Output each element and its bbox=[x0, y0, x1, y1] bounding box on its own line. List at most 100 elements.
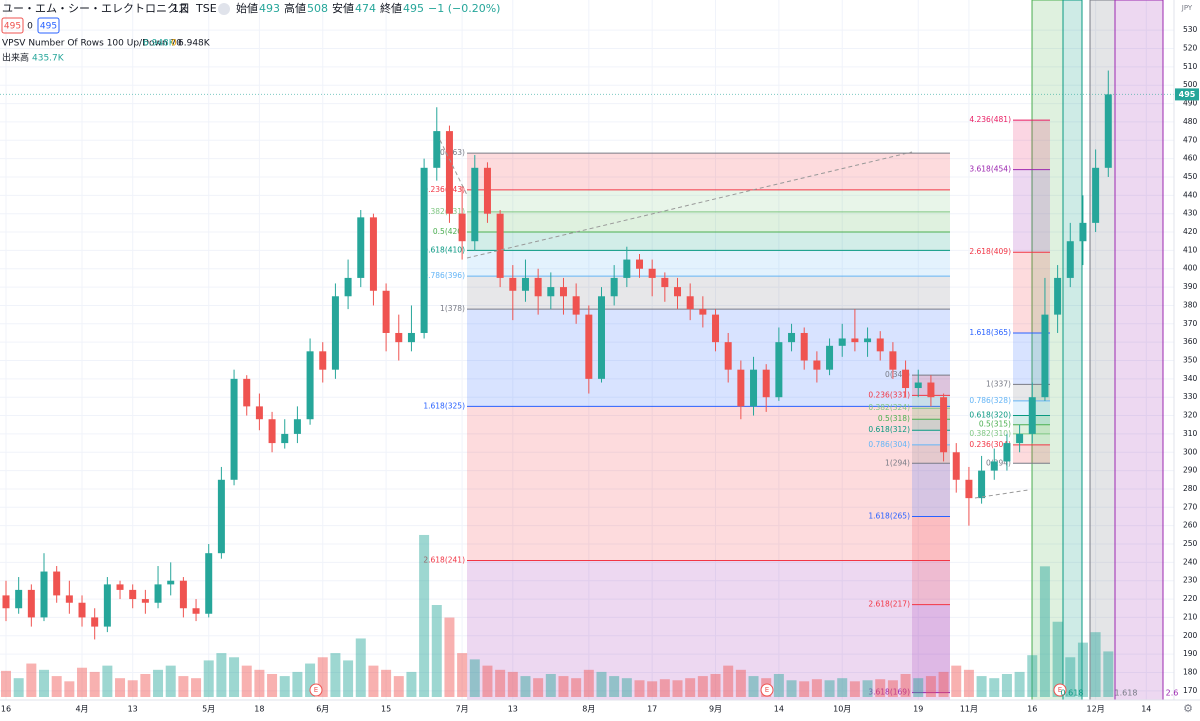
volume-bar bbox=[1014, 671, 1025, 697]
volume-bar bbox=[647, 681, 658, 697]
volume-bar bbox=[203, 660, 214, 697]
ohlc-label: 始値 bbox=[236, 1, 258, 15]
fib-label: 0.5(318) bbox=[878, 414, 910, 423]
candle-body bbox=[712, 314, 720, 343]
candle-body bbox=[65, 595, 73, 603]
candle-body bbox=[534, 277, 542, 297]
volume-bar bbox=[355, 638, 366, 697]
candle-body bbox=[179, 580, 187, 609]
fib-label: 2.618(241) bbox=[423, 556, 465, 565]
volume-bar bbox=[786, 680, 797, 697]
candle-body bbox=[1054, 277, 1062, 315]
candle-body bbox=[141, 599, 149, 603]
candle-body bbox=[167, 580, 175, 585]
x-tick-label: 4月 bbox=[75, 705, 88, 714]
volume-bar bbox=[13, 678, 24, 697]
y-tick-label: 300 bbox=[1183, 447, 1198, 456]
volume-bar bbox=[710, 674, 721, 697]
candle-body bbox=[445, 131, 453, 214]
candle-body bbox=[1016, 433, 1024, 444]
status-icon[interactable] bbox=[218, 3, 230, 15]
fib-band bbox=[467, 309, 950, 407]
settings-icon[interactable]: ⚙ bbox=[1183, 702, 1193, 715]
fib-band bbox=[1013, 120, 1050, 170]
last-price-tag bbox=[1175, 88, 1199, 101]
candle-body bbox=[40, 571, 48, 618]
y-tick-label: 510 bbox=[1183, 62, 1198, 71]
candle-body bbox=[471, 167, 479, 242]
volume-bar bbox=[406, 671, 417, 697]
last-price-label: 495 bbox=[1179, 90, 1196, 99]
y-tick-label: 290 bbox=[1183, 466, 1198, 475]
ohlc-value: 495 bbox=[403, 2, 424, 15]
ohlc-value: 508 bbox=[307, 2, 328, 15]
volume-bar bbox=[951, 665, 962, 697]
candle-body bbox=[952, 452, 960, 480]
volume-bar bbox=[773, 674, 784, 697]
candle-body bbox=[914, 382, 922, 389]
candle-body bbox=[78, 602, 86, 618]
bid-button[interactable] bbox=[1, 17, 24, 34]
volume-bar bbox=[254, 669, 265, 697]
fib-label: 2.618(217) bbox=[868, 600, 910, 609]
candle-body bbox=[154, 584, 162, 603]
fib-label: 0.618(320) bbox=[969, 411, 1011, 420]
bid[interactable]: 495 bbox=[4, 22, 21, 32]
candle-body bbox=[1028, 397, 1036, 434]
candle-body bbox=[572, 296, 580, 315]
volume-bar bbox=[153, 669, 164, 697]
fib-label: 0.236(304) bbox=[969, 440, 1011, 449]
ask-button[interactable] bbox=[37, 17, 60, 34]
earnings-label: E bbox=[1058, 686, 1062, 694]
volume-bar bbox=[1052, 621, 1063, 697]
candle-body bbox=[775, 342, 783, 398]
volume-bar bbox=[1077, 642, 1088, 697]
candle-body bbox=[1104, 94, 1112, 168]
ask[interactable]: 495 bbox=[40, 22, 57, 32]
fib-tools: 0(463)0.236(443)0.382(431)0.5(420)0.618(… bbox=[423, 115, 1050, 700]
candle-body bbox=[978, 470, 986, 499]
volume-bar bbox=[495, 669, 506, 697]
earnings-icon bbox=[760, 683, 774, 697]
volume-bar bbox=[685, 678, 696, 697]
fib-label: 1.618(265) bbox=[868, 511, 910, 520]
indicator-value: 435.7K bbox=[32, 54, 65, 64]
volume-bar bbox=[583, 669, 594, 697]
fib-band bbox=[467, 211, 950, 233]
candle-body bbox=[306, 351, 314, 420]
candle-body bbox=[357, 217, 365, 278]
volume-bar bbox=[913, 678, 924, 697]
y-tick-label: 490 bbox=[1183, 99, 1198, 108]
y-tick-label: 360 bbox=[1183, 337, 1198, 346]
fib-band bbox=[1013, 169, 1050, 253]
y-tick-label: 270 bbox=[1183, 502, 1198, 511]
candle-body bbox=[483, 167, 491, 214]
volume-bar bbox=[963, 669, 974, 697]
volume-bar bbox=[596, 671, 607, 697]
candle-body bbox=[965, 479, 973, 499]
x-tick-label: 16 bbox=[1027, 705, 1037, 714]
volume-bar bbox=[887, 680, 898, 697]
volume-bar bbox=[39, 669, 50, 697]
candle-body bbox=[1079, 222, 1087, 242]
y-tick-label: 430 bbox=[1183, 209, 1198, 218]
volume-bar bbox=[64, 681, 75, 697]
plot-area: 0(463)0.236(443)0.382(431)0.5(420)0.618(… bbox=[0, 0, 1174, 700]
fib-band bbox=[912, 463, 950, 517]
candle-body bbox=[547, 287, 555, 297]
candle-body bbox=[762, 369, 770, 398]
candle-body bbox=[91, 617, 99, 627]
candle-body bbox=[293, 419, 301, 434]
volume-bar bbox=[545, 674, 556, 697]
candle-body bbox=[15, 589, 23, 609]
indicator-name: 出来高 bbox=[2, 52, 29, 64]
volume-bar bbox=[305, 663, 316, 697]
candle-body bbox=[407, 332, 415, 343]
fib-label: 0.382(310) bbox=[969, 429, 1011, 438]
candle-body bbox=[559, 287, 567, 297]
y-tick-label: 200 bbox=[1183, 631, 1198, 640]
candle-body bbox=[851, 338, 859, 343]
time-zone-label: 2.6 bbox=[1166, 689, 1179, 698]
volume-bar bbox=[165, 665, 176, 697]
fib-band bbox=[467, 250, 950, 277]
